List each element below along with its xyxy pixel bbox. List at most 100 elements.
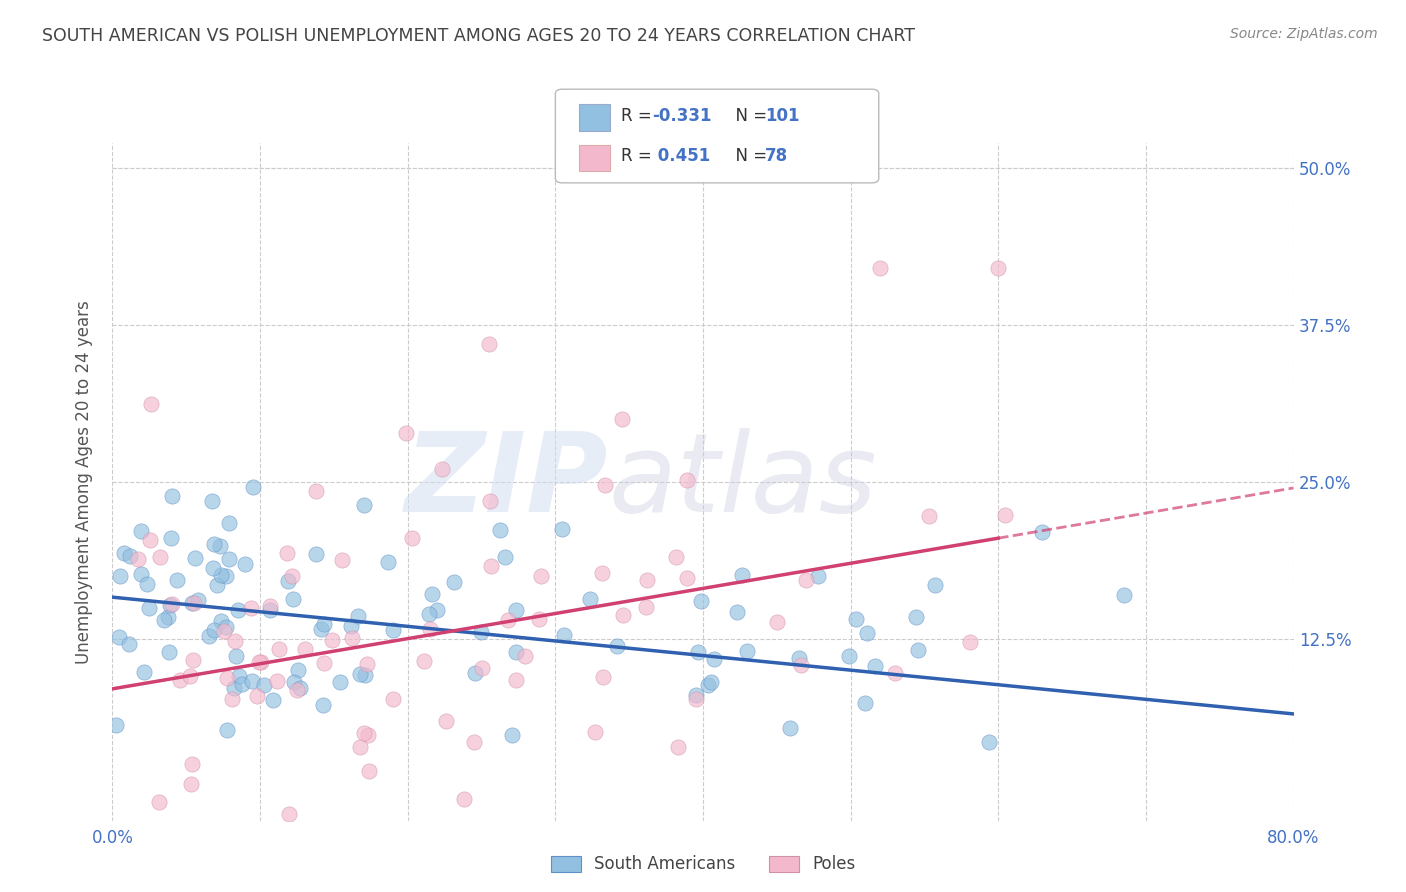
Text: ZIP: ZIP bbox=[405, 428, 609, 535]
Point bbox=[470, 625, 492, 640]
Point bbox=[218, 552, 240, 566]
Point bbox=[166, 574, 188, 588]
Point bbox=[432, 462, 454, 476]
Point bbox=[418, 607, 440, 621]
Point bbox=[314, 657, 336, 671]
Point bbox=[215, 671, 238, 685]
Point bbox=[181, 653, 204, 667]
Point bbox=[838, 648, 860, 663]
Point bbox=[807, 569, 830, 583]
Point bbox=[149, 550, 172, 565]
Text: R =: R = bbox=[621, 107, 658, 125]
Point bbox=[636, 574, 658, 588]
Point bbox=[501, 728, 523, 742]
Point bbox=[312, 698, 335, 712]
Point bbox=[353, 726, 375, 740]
Point bbox=[215, 620, 238, 634]
Point bbox=[281, 569, 304, 583]
Point bbox=[505, 673, 527, 687]
Point bbox=[579, 591, 602, 606]
Point bbox=[479, 493, 502, 508]
Point bbox=[496, 613, 519, 627]
Point bbox=[228, 669, 250, 683]
Point bbox=[994, 508, 1017, 523]
Point bbox=[321, 633, 343, 648]
Point bbox=[262, 693, 284, 707]
Point bbox=[856, 626, 879, 640]
Point bbox=[233, 558, 256, 572]
Text: SOUTH AMERICAN VS POLISH UNEMPLOYMENT AMONG AGES 20 TO 24 YEARS CORRELATION CHAR: SOUTH AMERICAN VS POLISH UNEMPLOYMENT AM… bbox=[42, 27, 915, 45]
Point bbox=[737, 644, 759, 658]
Point bbox=[277, 574, 299, 588]
Point bbox=[453, 791, 475, 805]
Point bbox=[259, 603, 281, 617]
Text: R =: R = bbox=[621, 147, 658, 165]
Point bbox=[131, 524, 153, 538]
Point bbox=[675, 570, 697, 584]
Point bbox=[159, 598, 181, 612]
Point bbox=[527, 612, 550, 626]
Point bbox=[979, 735, 1001, 749]
Point bbox=[153, 613, 176, 627]
Point bbox=[959, 635, 981, 649]
Point bbox=[357, 764, 380, 778]
Point bbox=[553, 628, 575, 642]
Point bbox=[907, 643, 929, 657]
Point bbox=[463, 735, 485, 749]
Point bbox=[208, 539, 231, 553]
Point bbox=[242, 480, 264, 494]
Point bbox=[395, 425, 418, 440]
Y-axis label: Unemployment Among Ages 20 to 24 years: Unemployment Among Ages 20 to 24 years bbox=[75, 300, 93, 664]
Point bbox=[157, 645, 180, 659]
Point bbox=[209, 568, 232, 582]
Point bbox=[105, 718, 128, 732]
Point bbox=[419, 622, 441, 636]
Text: atlas: atlas bbox=[609, 428, 877, 535]
Point bbox=[169, 673, 191, 687]
Point bbox=[221, 692, 243, 706]
Point bbox=[156, 610, 179, 624]
Point bbox=[330, 553, 353, 567]
Point bbox=[356, 657, 378, 671]
Text: N =: N = bbox=[725, 107, 773, 125]
Point bbox=[505, 603, 527, 617]
Point bbox=[201, 494, 224, 508]
Point bbox=[699, 674, 721, 689]
Point bbox=[593, 478, 616, 492]
Point bbox=[160, 489, 183, 503]
Point bbox=[225, 649, 247, 664]
Point bbox=[202, 537, 225, 551]
Point bbox=[725, 605, 748, 619]
Point bbox=[226, 603, 249, 617]
Point bbox=[479, 558, 502, 573]
Point bbox=[148, 795, 170, 809]
Point bbox=[312, 617, 335, 632]
Point bbox=[349, 739, 371, 754]
Point bbox=[217, 723, 239, 737]
Point bbox=[636, 600, 658, 615]
Point bbox=[224, 681, 246, 695]
Point bbox=[187, 593, 209, 607]
Point bbox=[357, 727, 380, 741]
Point bbox=[413, 654, 436, 668]
Point bbox=[845, 612, 868, 626]
Point bbox=[697, 678, 720, 692]
Point bbox=[884, 666, 907, 681]
Point bbox=[703, 652, 725, 666]
Point bbox=[184, 551, 207, 566]
Point bbox=[924, 577, 946, 591]
Point bbox=[181, 756, 204, 771]
Point bbox=[136, 576, 159, 591]
Point bbox=[377, 555, 399, 569]
Point bbox=[108, 568, 131, 582]
Point bbox=[305, 547, 328, 561]
Point bbox=[401, 531, 423, 545]
Point bbox=[381, 691, 404, 706]
Point bbox=[794, 573, 817, 587]
Point bbox=[443, 575, 465, 590]
Point bbox=[686, 645, 709, 659]
Text: Source: ZipAtlas.com: Source: ZipAtlas.com bbox=[1230, 27, 1378, 41]
Point bbox=[179, 669, 201, 683]
Point bbox=[129, 566, 152, 581]
Point bbox=[309, 622, 332, 636]
